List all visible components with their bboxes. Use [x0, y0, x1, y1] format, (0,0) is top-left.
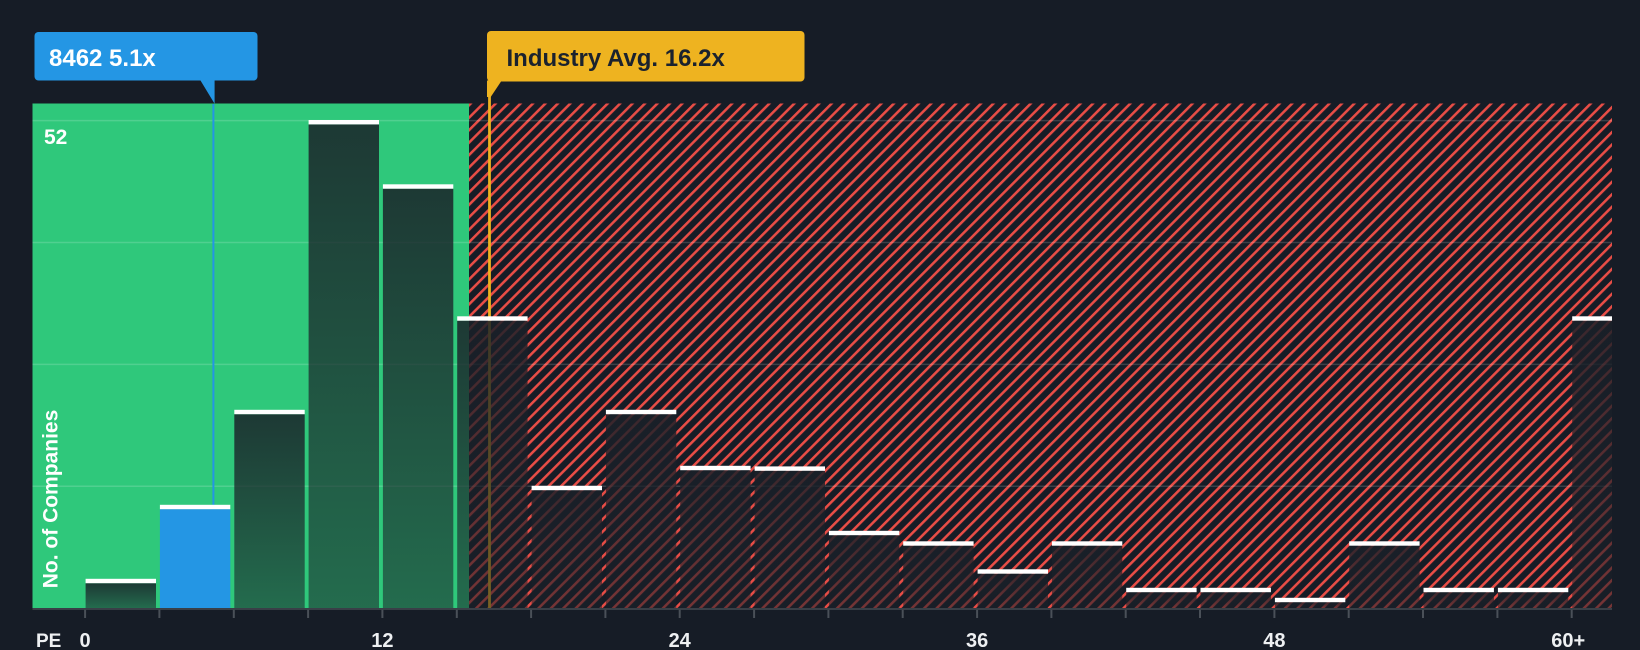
svg-text:Industry Avg. 16.2x: Industry Avg. 16.2x: [507, 45, 726, 72]
svg-text:60+: 60+: [1551, 630, 1585, 650]
svg-text:0: 0: [80, 630, 91, 650]
svg-text:52: 52: [44, 126, 67, 149]
svg-text:No. of Companies: No. of Companies: [40, 410, 63, 589]
svg-text:PE: PE: [36, 631, 61, 650]
svg-text:24: 24: [669, 630, 692, 650]
svg-text:12: 12: [371, 630, 393, 650]
svg-text:36: 36: [966, 630, 988, 650]
svg-text:48: 48: [1263, 630, 1285, 650]
svg-text:8462 5.1x: 8462 5.1x: [49, 45, 156, 72]
